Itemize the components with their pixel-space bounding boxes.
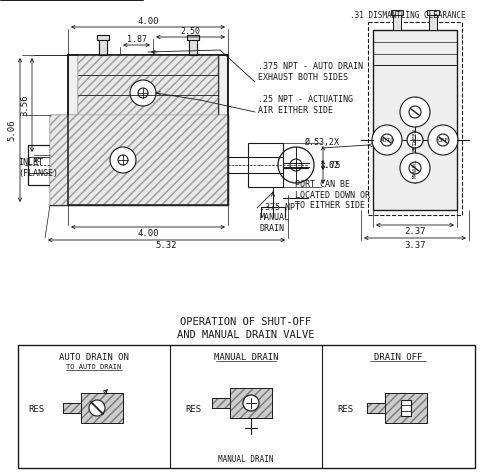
Text: AUTO: AUTO — [380, 137, 394, 142]
Bar — [50, 115, 228, 205]
Bar — [401, 400, 411, 416]
Bar — [50, 115, 228, 205]
Bar — [78, 55, 218, 115]
Text: 3.37: 3.37 — [404, 240, 426, 249]
Text: Ø.53,2X: Ø.53,2X — [305, 137, 340, 146]
Bar — [68, 55, 228, 205]
Bar — [391, 10, 403, 15]
Text: PORT CAN BE
LOCATED DOWN OR
TO EITHER SIDE: PORT CAN BE LOCATED DOWN OR TO EITHER SI… — [295, 180, 370, 210]
Bar — [187, 35, 199, 40]
Bar — [99, 37, 107, 55]
Bar — [230, 388, 272, 418]
Bar — [230, 388, 272, 418]
Text: 2.50: 2.50 — [180, 28, 201, 37]
Bar — [18, 345, 475, 468]
Text: OPERATION OF SHUT-OFF: OPERATION OF SHUT-OFF — [180, 317, 312, 327]
Text: RES: RES — [28, 406, 44, 415]
Bar — [81, 393, 123, 423]
Bar — [373, 30, 457, 210]
Bar — [63, 403, 81, 413]
Text: 1.87: 1.87 — [127, 36, 146, 45]
Circle shape — [110, 147, 136, 173]
Circle shape — [400, 97, 430, 127]
Text: INLET
(FLANGE): INLET (FLANGE) — [18, 158, 58, 178]
Bar — [189, 37, 197, 55]
Bar — [50, 115, 228, 205]
Bar — [68, 55, 228, 205]
Circle shape — [243, 395, 259, 411]
Bar — [78, 55, 218, 115]
Text: 4.00: 4.00 — [137, 228, 159, 238]
Text: 1.75: 1.75 — [320, 161, 342, 170]
Text: MANUAL DRAIN: MANUAL DRAIN — [214, 352, 278, 361]
Text: 2.37: 2.37 — [404, 228, 426, 237]
Text: 5.32: 5.32 — [156, 241, 177, 250]
Text: RES: RES — [337, 406, 353, 415]
Bar — [429, 12, 437, 30]
Text: MANUAL DRAIN: MANUAL DRAIN — [218, 456, 274, 465]
Bar — [367, 403, 385, 413]
Bar — [385, 393, 427, 423]
Bar — [68, 55, 228, 205]
Bar — [212, 398, 230, 408]
Text: DRAIN OFF: DRAIN OFF — [374, 352, 422, 361]
Text: 3.56: 3.56 — [21, 94, 30, 116]
Bar — [187, 35, 199, 40]
Bar — [99, 37, 107, 55]
Circle shape — [89, 400, 105, 416]
Text: BETWEEN: BETWEEN — [413, 129, 418, 152]
Text: OFF: OFF — [437, 137, 449, 142]
Text: MANUAL: MANUAL — [413, 158, 418, 178]
Bar — [385, 393, 427, 423]
Text: AND MANUAL DRAIN VALVE: AND MANUAL DRAIN VALVE — [177, 330, 315, 340]
Text: RES: RES — [185, 406, 201, 415]
Text: .375 NPT - AUTO DRAIN
EXHAUST BOTH SIDES: .375 NPT - AUTO DRAIN EXHAUST BOTH SIDES — [258, 62, 363, 82]
Circle shape — [428, 125, 458, 155]
Bar — [63, 403, 81, 413]
Circle shape — [400, 153, 430, 183]
Text: 5.06: 5.06 — [7, 119, 16, 141]
Text: .62: .62 — [323, 161, 339, 170]
Bar — [81, 393, 123, 423]
Bar — [393, 12, 401, 30]
Bar — [97, 35, 109, 40]
Circle shape — [130, 80, 156, 106]
Text: .25 NPT - ACTUATING
AIR EITHER SIDE: .25 NPT - ACTUATING AIR EITHER SIDE — [258, 95, 353, 114]
Circle shape — [372, 125, 402, 155]
Bar — [367, 403, 385, 413]
Text: AUTO DRAIN ON: AUTO DRAIN ON — [59, 352, 129, 361]
Bar — [212, 398, 230, 408]
Bar — [97, 35, 109, 40]
Text: .31 DISMANTLING CLEARANCE: .31 DISMANTLING CLEARANCE — [350, 10, 465, 19]
Bar — [248, 143, 283, 187]
Text: .375 NPT
MANUAL
DRAIN: .375 NPT MANUAL DRAIN — [260, 203, 300, 233]
Text: 4.00: 4.00 — [137, 17, 159, 26]
Text: TO AUTO DRAIN: TO AUTO DRAIN — [67, 364, 122, 370]
Bar — [78, 55, 218, 115]
Bar — [28, 145, 50, 185]
Bar — [427, 10, 439, 15]
Bar — [368, 22, 462, 215]
Bar — [189, 37, 197, 55]
Circle shape — [407, 132, 423, 148]
